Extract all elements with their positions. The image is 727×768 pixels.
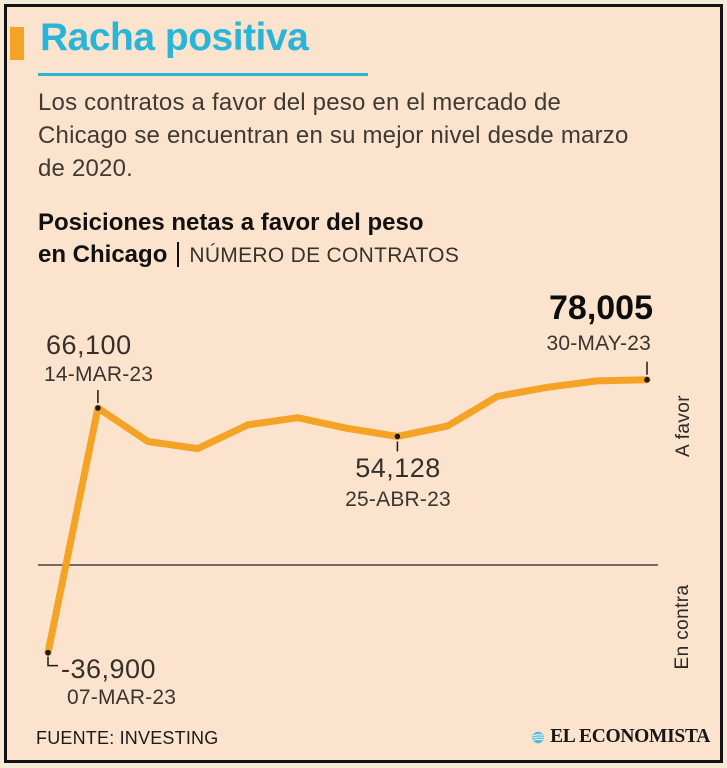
data-point-30-MAY-23 — [644, 376, 650, 383]
chart-title-line2: en Chicago — [38, 241, 168, 268]
annotation-dip-date: 25-ABR-23 — [345, 488, 451, 511]
annotation-dip-value: 54,128 — [355, 453, 441, 483]
annotation-max-date: 30-MAY-23 — [546, 332, 651, 355]
title-unit-separator — [177, 242, 180, 267]
subtitle-text: Los contratos a favor del peso en el mer… — [38, 89, 629, 182]
data-point-07-MAR-23 — [45, 649, 51, 656]
data-point-14-MAR-23 — [95, 405, 101, 411]
data-line — [44, 376, 651, 657]
page-title: Racha positiva — [40, 16, 309, 59]
brand-logo: EL ECONOMISTA — [532, 724, 710, 750]
chart-unit-label: NÚMERO DE CONTRATOS — [189, 244, 460, 267]
annotation-peak-value: 66,100 — [46, 330, 132, 360]
axis-label-en-contra: En contra — [672, 584, 693, 670]
annotation-tick — [47, 656, 58, 667]
chart-title: Posiciones netas a favor del peso en Chi… — [38, 207, 678, 272]
data-point-25-ABR-23 — [394, 433, 401, 440]
brand-name: EL ECONOMISTA — [550, 726, 710, 747]
annotation-min-date: 07-MAR-23 — [67, 686, 177, 709]
title-underline — [38, 73, 368, 76]
orange-accent-block — [10, 27, 24, 60]
annotation-min-value: -36,900 — [61, 654, 157, 684]
annotation-marks — [45, 361, 650, 667]
annotation-max-value: 78,005 — [549, 289, 653, 327]
chart-title-line1: Posiciones netas a favor del peso — [38, 209, 424, 236]
el-economista-globe-icon — [532, 731, 544, 743]
axis-label-a-favor: A favor — [673, 395, 694, 457]
annotation-peak-date: 14-MAR-23 — [44, 363, 154, 386]
source-text: FUENTE: INVESTING — [36, 728, 219, 748]
